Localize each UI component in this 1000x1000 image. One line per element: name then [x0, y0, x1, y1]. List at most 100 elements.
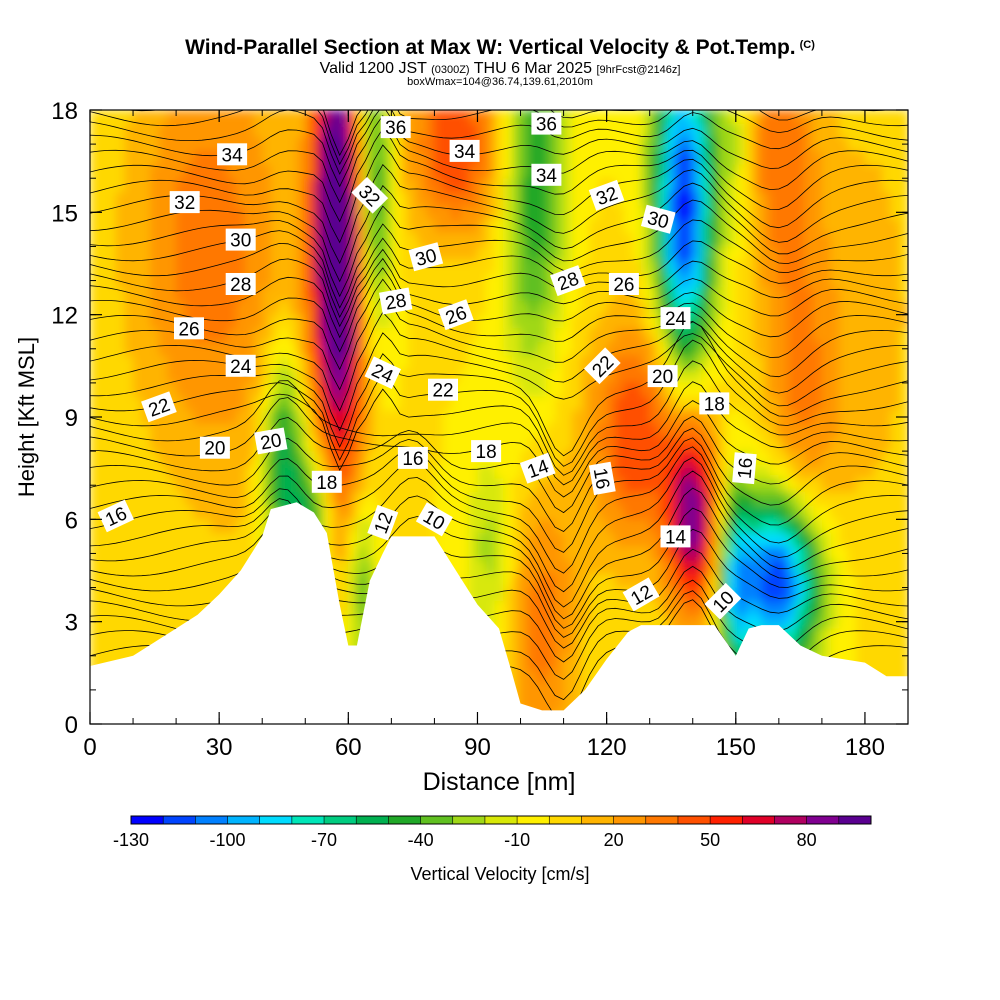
colorbar-tick-label: 20 [604, 830, 624, 850]
colorbar-tick-label: 50 [700, 830, 720, 850]
theta-label: 32 [588, 179, 625, 211]
x-tick-label: 180 [845, 734, 885, 761]
y-tick-label: 0 [65, 712, 78, 739]
colorbar-swatch [356, 816, 389, 824]
chart-title: Wind-Parallel Section at Max W: Vertical… [185, 36, 815, 59]
theta-label: 14 [660, 525, 691, 548]
y-tick-label: 3 [65, 610, 78, 637]
theta-label: 16 [397, 446, 428, 470]
x-tick-label: 0 [83, 734, 96, 761]
colorbar: -130 -100 -70 -40 -10 20 50 80 [113, 815, 872, 850]
theta-label-text: 26 [178, 319, 199, 340]
colorbar-swatch [388, 816, 422, 824]
x-tick-label: 90 [464, 734, 491, 761]
theta-label: 12 [367, 504, 399, 541]
theta-label: 16 [732, 452, 758, 485]
theta-label: 32 [169, 191, 200, 214]
theta-label: 14 [519, 452, 556, 484]
theta-label: 26 [174, 317, 204, 340]
x-tick-label: 120 [587, 734, 627, 761]
colorbar-swatch [259, 816, 293, 824]
colorbar-tick-label: -10 [504, 830, 530, 850]
colorbar-swatch [549, 816, 582, 824]
theta-label-text: 32 [174, 193, 195, 214]
colorbar-tick-label: -100 [209, 830, 245, 850]
theta-label-text: 28 [384, 290, 408, 314]
theta-label-text: 16 [402, 449, 423, 470]
theta-label: 20 [199, 436, 230, 460]
colorbar-swatch [195, 816, 229, 824]
colorbar-swatch [484, 816, 518, 824]
theta-label-text: 20 [652, 367, 673, 388]
colorbar-tick-label: -130 [113, 830, 149, 850]
theta-label: 28 [225, 273, 256, 296]
colorbar-swatch [838, 816, 872, 824]
theta-label-text: 24 [230, 357, 252, 378]
theta-label-text: 36 [385, 118, 406, 139]
colorbar-swatch [291, 816, 325, 824]
colorbar-swatch [581, 816, 615, 824]
colorbar-label: Vertical Velocity [cm/s] [410, 864, 589, 884]
theta-label-text: 28 [230, 275, 251, 296]
theta-label: 26 [608, 273, 639, 296]
colorbar-tick-label: 80 [797, 830, 817, 850]
y-tick-label: 9 [65, 405, 78, 432]
colorbar-swatch [613, 816, 647, 824]
theta-label: 34 [449, 139, 480, 163]
theta-label: 24 [364, 356, 402, 390]
theta-label-text: 18 [316, 473, 337, 494]
theta-label: 30 [225, 228, 256, 252]
theta-label-text: 34 [222, 145, 244, 166]
forecast-info: [9hrFcst@2146z] [596, 64, 681, 76]
theta-label-text: 16 [589, 466, 613, 490]
theta-label-text: 26 [613, 275, 634, 296]
theta-label: 28 [379, 287, 413, 315]
box-info: boxWmax=104@36.74,139.61,2010m [407, 76, 593, 88]
x-axis-label: Distance [nm] [423, 768, 576, 796]
valid-time: Valid 1200 JST (0300Z) THU 6 Mar 2025 [9… [319, 60, 681, 77]
theta-label-text: 18 [704, 394, 725, 415]
x-tick-label: 30 [206, 734, 233, 761]
terrain [90, 502, 908, 724]
colorbar-swatch [710, 816, 743, 824]
theta-label: 34 [217, 143, 248, 166]
theta-label: 36 [531, 112, 562, 136]
theta-label: 18 [699, 392, 730, 415]
colorbar-swatch [806, 816, 840, 824]
colorbar-frame [130, 815, 872, 825]
colorbar-swatch [163, 816, 196, 824]
theta-label-text: 34 [454, 142, 476, 163]
theta-label: 24 [660, 307, 691, 330]
colorbar-swatch [420, 816, 454, 824]
y-tick-label: 18 [51, 98, 78, 125]
colorbar-swatch [742, 816, 775, 824]
valid-utc: (0300Z) [431, 64, 470, 76]
colorbar-swatch [517, 816, 550, 824]
theta-label: 16 [589, 461, 616, 496]
theta-label: 18 [311, 470, 342, 494]
colorbar-swatch [227, 816, 261, 824]
colorbar-swatch [452, 816, 486, 824]
y-tick-label: 6 [65, 507, 78, 534]
colorbar-tick-label: -40 [408, 830, 434, 850]
theta-label: 18 [471, 440, 502, 463]
theta-label: 20 [254, 427, 288, 455]
y-axis-label: Height [Kft MSL] [14, 337, 39, 497]
theta-label-text: 16 [735, 457, 758, 480]
y-tick-label: 12 [51, 303, 78, 330]
colorbar-swatch [774, 816, 808, 824]
theta-label: 30 [640, 204, 676, 234]
theta-label: 34 [531, 163, 562, 187]
theta-label-text: 20 [259, 430, 283, 454]
colorbar-swatch [324, 816, 357, 824]
theta-label-text: 18 [476, 442, 497, 463]
theta-label-text: 22 [432, 381, 453, 402]
theta-label: 36 [380, 116, 411, 139]
x-tick-label: 60 [335, 734, 362, 761]
theta-label: 24 [225, 354, 256, 378]
colorbar-tick-label: -70 [311, 830, 337, 850]
theta-label-text: 34 [536, 166, 558, 187]
